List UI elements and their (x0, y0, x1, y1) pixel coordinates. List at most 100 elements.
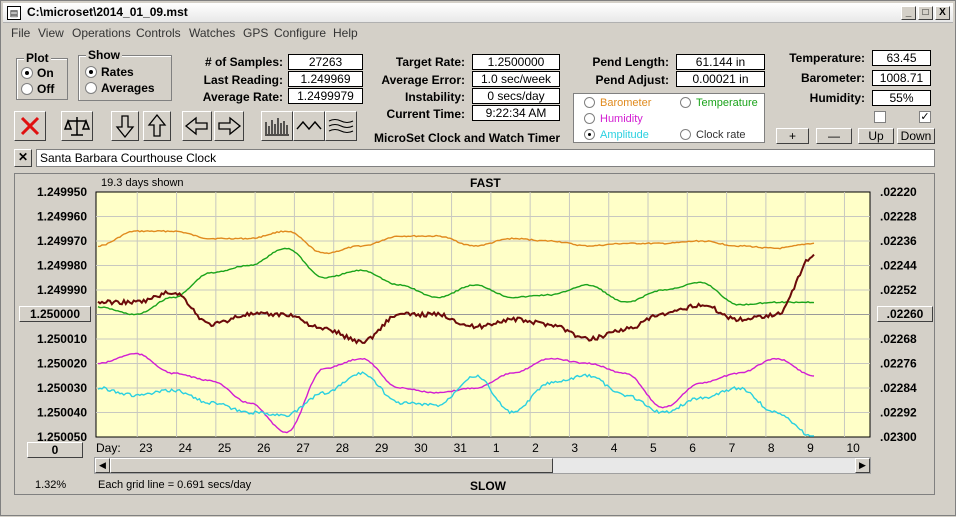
y-tick-left: 1.249980 (37, 259, 87, 273)
x-tick: 9 (807, 441, 814, 455)
checkbox-right[interactable]: ✓ (919, 111, 931, 123)
menu-file[interactable]: File (11, 26, 31, 40)
center-rate-left-button[interactable]: 1.250000 (19, 306, 91, 322)
y-tick-left: 1.250030 (37, 381, 87, 395)
plot-off-radio[interactable]: Off (21, 82, 54, 96)
plus-button[interactable]: + (776, 128, 809, 144)
scroll-left-arrow-icon[interactable]: ◀ (95, 458, 110, 473)
menu-help[interactable]: Help (333, 26, 358, 40)
y-tick-right: .02220 (880, 185, 917, 199)
bar-graph-button[interactable] (261, 111, 293, 141)
pend-length-label: Pend Length: (592, 55, 669, 69)
radio-selected-icon (21, 67, 33, 79)
menu-controls[interactable]: Controls (136, 26, 181, 40)
x-tick: 3 (571, 441, 578, 455)
instability-label: Instability: (404, 90, 465, 104)
show-rates-label: Rates (101, 65, 134, 79)
legend-clock-rate-label: Clock rate (696, 129, 746, 141)
checkbox-left[interactable] (874, 111, 886, 123)
temperature-field: 63.45 (872, 50, 931, 66)
legend-amplitude-label: Amplitude (600, 129, 649, 141)
menu-watches[interactable]: Watches (189, 26, 236, 40)
scrollbar-thumb[interactable] (110, 458, 553, 473)
balance-button[interactable] (61, 111, 93, 141)
legend-amplitude[interactable]: Amplitude (584, 129, 649, 141)
y-tick-left: 1.249960 (37, 210, 87, 224)
x-tick: 2 (532, 441, 539, 455)
x-tick: 24 (179, 441, 193, 455)
scroll-right-button[interactable] (214, 111, 244, 141)
balance-icon (63, 117, 91, 136)
zero-button[interactable]: 0 (27, 442, 83, 458)
legend-humidity-label: Humidity (600, 113, 643, 125)
target-rate-label: Target Rate: (395, 55, 465, 69)
scroll-right-arrow-icon[interactable]: ▶ (855, 458, 870, 473)
legend-clock-rate[interactable]: Clock rate (680, 129, 746, 141)
samples-field: 27263 (288, 54, 363, 70)
barometer-field: 1008.71 (872, 70, 931, 86)
multi-wave-button[interactable] (325, 111, 357, 141)
wave-button[interactable] (293, 111, 325, 141)
close-button[interactable]: X (935, 6, 950, 20)
average-error-field: 1.0 sec/week (472, 71, 560, 87)
samples-label: # of Samples: (204, 55, 283, 69)
center-rate-right-button[interactable]: .02260 (877, 306, 933, 322)
radio-unselected-icon (680, 129, 691, 140)
chart-scrollbar[interactable]: ◀ ▶ (94, 457, 871, 474)
x-tick: 5 (650, 441, 657, 455)
fast-label: FAST (470, 176, 501, 190)
legend-temperature[interactable]: Temperature (680, 97, 758, 109)
arrow-right-icon (218, 116, 242, 136)
series-line-barometer (97, 229, 815, 255)
menu-configure[interactable]: Configure (274, 26, 327, 40)
rate-down-button[interactable] (111, 111, 139, 141)
plot-on-label: On (37, 66, 54, 80)
rate-up-button[interactable] (143, 111, 171, 141)
slow-label: SLOW (470, 479, 506, 493)
y-tick-left: 1.250020 (37, 357, 87, 371)
clear-name-button[interactable]: ✕ (14, 149, 32, 167)
plot-on-radio[interactable]: On (21, 66, 54, 80)
legend-barometer[interactable]: Barometer (584, 97, 651, 109)
y-tick-right: .02268 (880, 332, 917, 346)
show-rates-radio[interactable]: Rates (85, 65, 134, 79)
x-tick: 7 (729, 441, 736, 455)
days-shown-label: 19.3 days shown (101, 177, 184, 189)
legend-barometer-label: Barometer (600, 97, 652, 109)
stop-icon (20, 116, 40, 136)
series-line-amplitude (97, 371, 814, 437)
target-rate-field[interactable]: 1.2500000 (472, 54, 560, 70)
menu-gps[interactable]: GPS (243, 26, 269, 40)
y-tick-right: .02292 (880, 406, 917, 420)
plot-group-label: Plot (24, 51, 51, 65)
scroll-left-button[interactable] (182, 111, 212, 141)
clock-name-field[interactable]: Santa Barbara Courthouse Clock (36, 149, 935, 167)
x-axis-label: Day: (96, 441, 121, 455)
barometer-label: Barometer: (800, 71, 865, 85)
menu-operations[interactable]: Operations (72, 26, 131, 40)
plot-group: Plot On Off (16, 51, 68, 100)
series-line-clock-rate (97, 253, 815, 345)
down-button[interactable]: Down (897, 128, 935, 144)
pend-length-field[interactable]: 61.144 in (676, 54, 765, 70)
x-tick: 31 (454, 441, 468, 455)
temperature-label: Temperature: (789, 51, 865, 65)
arrow-down-icon (115, 115, 135, 139)
maximize-button[interactable]: □ (918, 6, 933, 20)
x-tick: 1 (493, 441, 500, 455)
y-tick-left: 1.249970 (37, 234, 87, 248)
instability-field: 0 secs/day (472, 88, 560, 104)
minus-button[interactable]: — (816, 128, 852, 144)
y-tick-right: .02252 (880, 283, 917, 297)
show-averages-radio[interactable]: Averages (85, 81, 155, 95)
menu-view[interactable]: View (38, 26, 64, 40)
x-tick: 28 (336, 441, 350, 455)
up-button[interactable]: Up (858, 128, 894, 144)
legend-humidity[interactable]: Humidity (584, 113, 643, 125)
bar-graph-icon (265, 118, 289, 136)
radio-unselected-icon (584, 97, 595, 108)
stop-button[interactable] (14, 111, 46, 141)
minimize-button[interactable]: _ (901, 6, 916, 20)
window-title: C:\microset\2014_01_09.mst (27, 5, 188, 19)
